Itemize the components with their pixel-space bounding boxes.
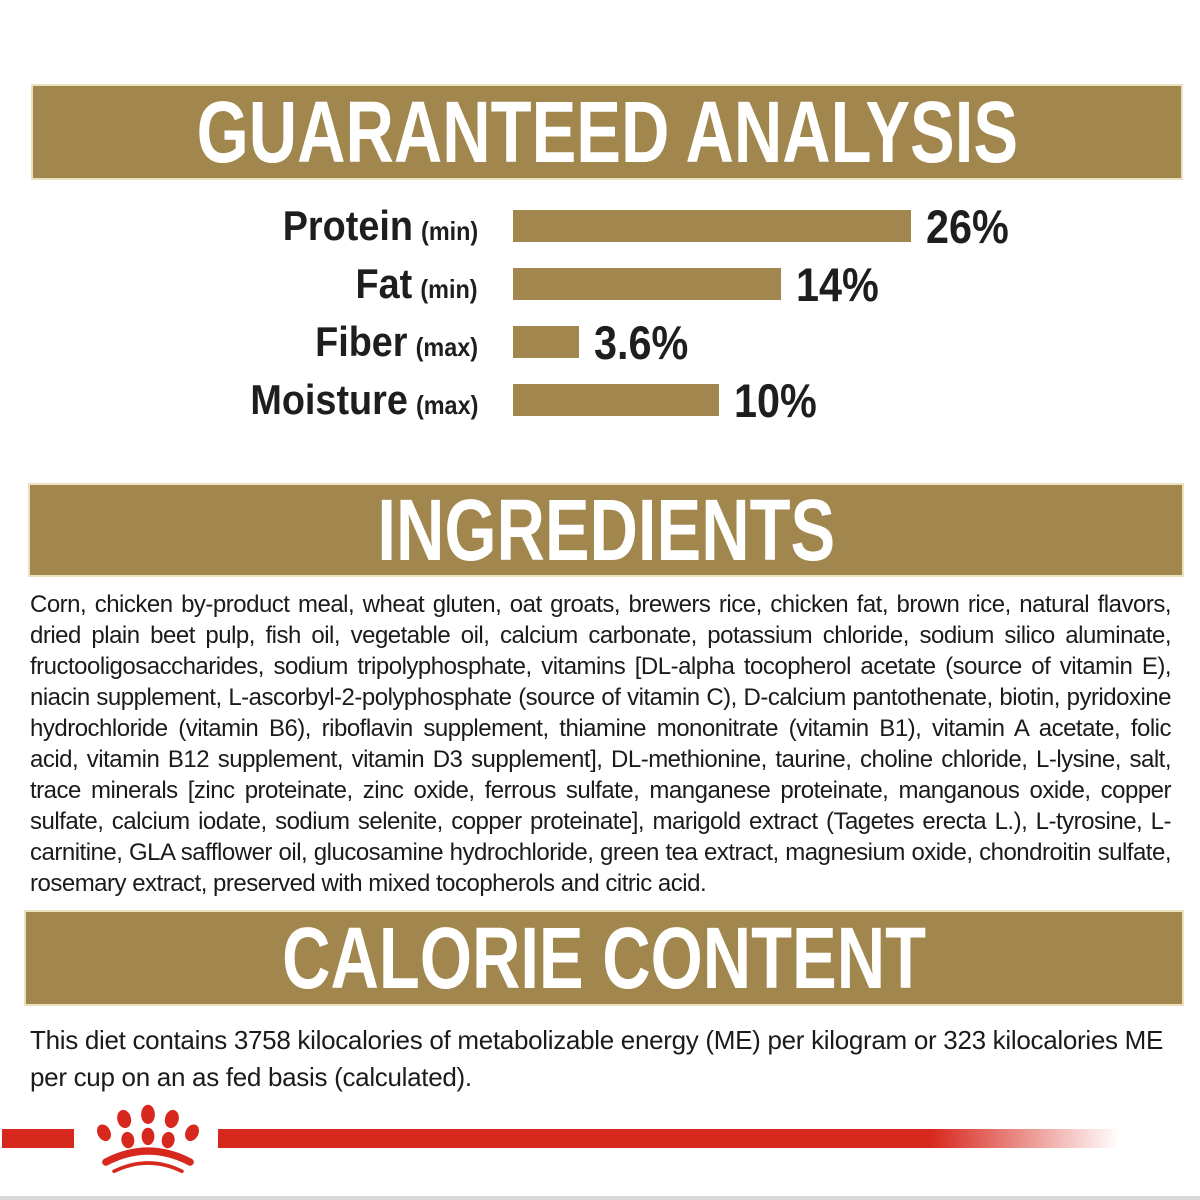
red-ribbon-fading-segment [218, 1129, 1120, 1148]
brand-footer [0, 1096, 1200, 1200]
red-ribbon-left-segment [2, 1129, 74, 1148]
nutrient-value: 10% [734, 373, 817, 427]
guaranteed-analysis-header-band: GUARANTEED ANALYSIS [31, 84, 1183, 180]
calorie-content-text: This diet contains 3758 kilocalories of … [30, 1025, 1164, 1092]
nutrient-name: Moisture [249, 376, 408, 423]
nutrient-bar [513, 268, 781, 300]
nutrient-value: 26% [926, 199, 1009, 253]
nutrient-label: Protein (min) [0, 202, 478, 250]
calorie-content-header-band: CALORIE CONTENT [24, 910, 1184, 1006]
guaranteed-analysis-title: GUARANTEED ANALYSIS [196, 83, 1018, 181]
nutrient-value: 3.6% [594, 315, 689, 369]
bottom-divider-rule [0, 1196, 1200, 1200]
nutrient-qualifier: (max) [415, 332, 478, 362]
nutrient-name: Fat [356, 260, 413, 307]
nutrient-row-moisture: Moisture (max) 10% [0, 374, 1200, 427]
nutrient-row-protein: Protein (min) 26% [0, 200, 1200, 253]
ingredients-header-band: INGREDIENTS [28, 483, 1184, 577]
nutrient-qualifier: (min) [420, 216, 478, 246]
nutrient-row-fiber: Fiber (max) 3.6% [0, 316, 1200, 369]
guaranteed-analysis-bar-chart: Protein (min) 26% Fat (min) 14% Fiber (max)… [0, 200, 1200, 427]
ingredients-section: INGREDIENTS Corn, chicken by-product mea… [0, 442, 1200, 899]
nutrient-name: Protein [282, 202, 413, 249]
nutrient-bar [513, 326, 579, 358]
nutrient-bar [513, 384, 719, 416]
nutrient-name: Fiber [315, 318, 408, 365]
nutrient-label: Fiber (max) [0, 318, 478, 366]
guaranteed-analysis-section: GUARANTEED ANALYSIS Protein (min) 26% Fat… [0, 0, 1200, 442]
nutrient-label: Fat (min) [0, 260, 478, 308]
nutrient-qualifier: (min) [420, 274, 478, 304]
nutrient-row-fat: Fat (min) 14% [0, 258, 1200, 311]
nutrient-bar [513, 210, 911, 242]
ingredients-title: INGREDIENTS [377, 481, 835, 579]
nutrient-label: Moisture (max) [0, 376, 478, 424]
nutrient-value: 14% [796, 257, 879, 311]
ingredients-text: Corn, chicken by-product meal, wheat glu… [30, 591, 1172, 897]
nutrient-qualifier: (max) [415, 390, 478, 420]
royal-canin-crown-paw-logo [97, 1104, 199, 1174]
calorie-content-title: CALORIE CONTENT [282, 909, 926, 1007]
calorie-content-section: CALORIE CONTENT This diet contains 3758 … [0, 899, 1200, 1096]
